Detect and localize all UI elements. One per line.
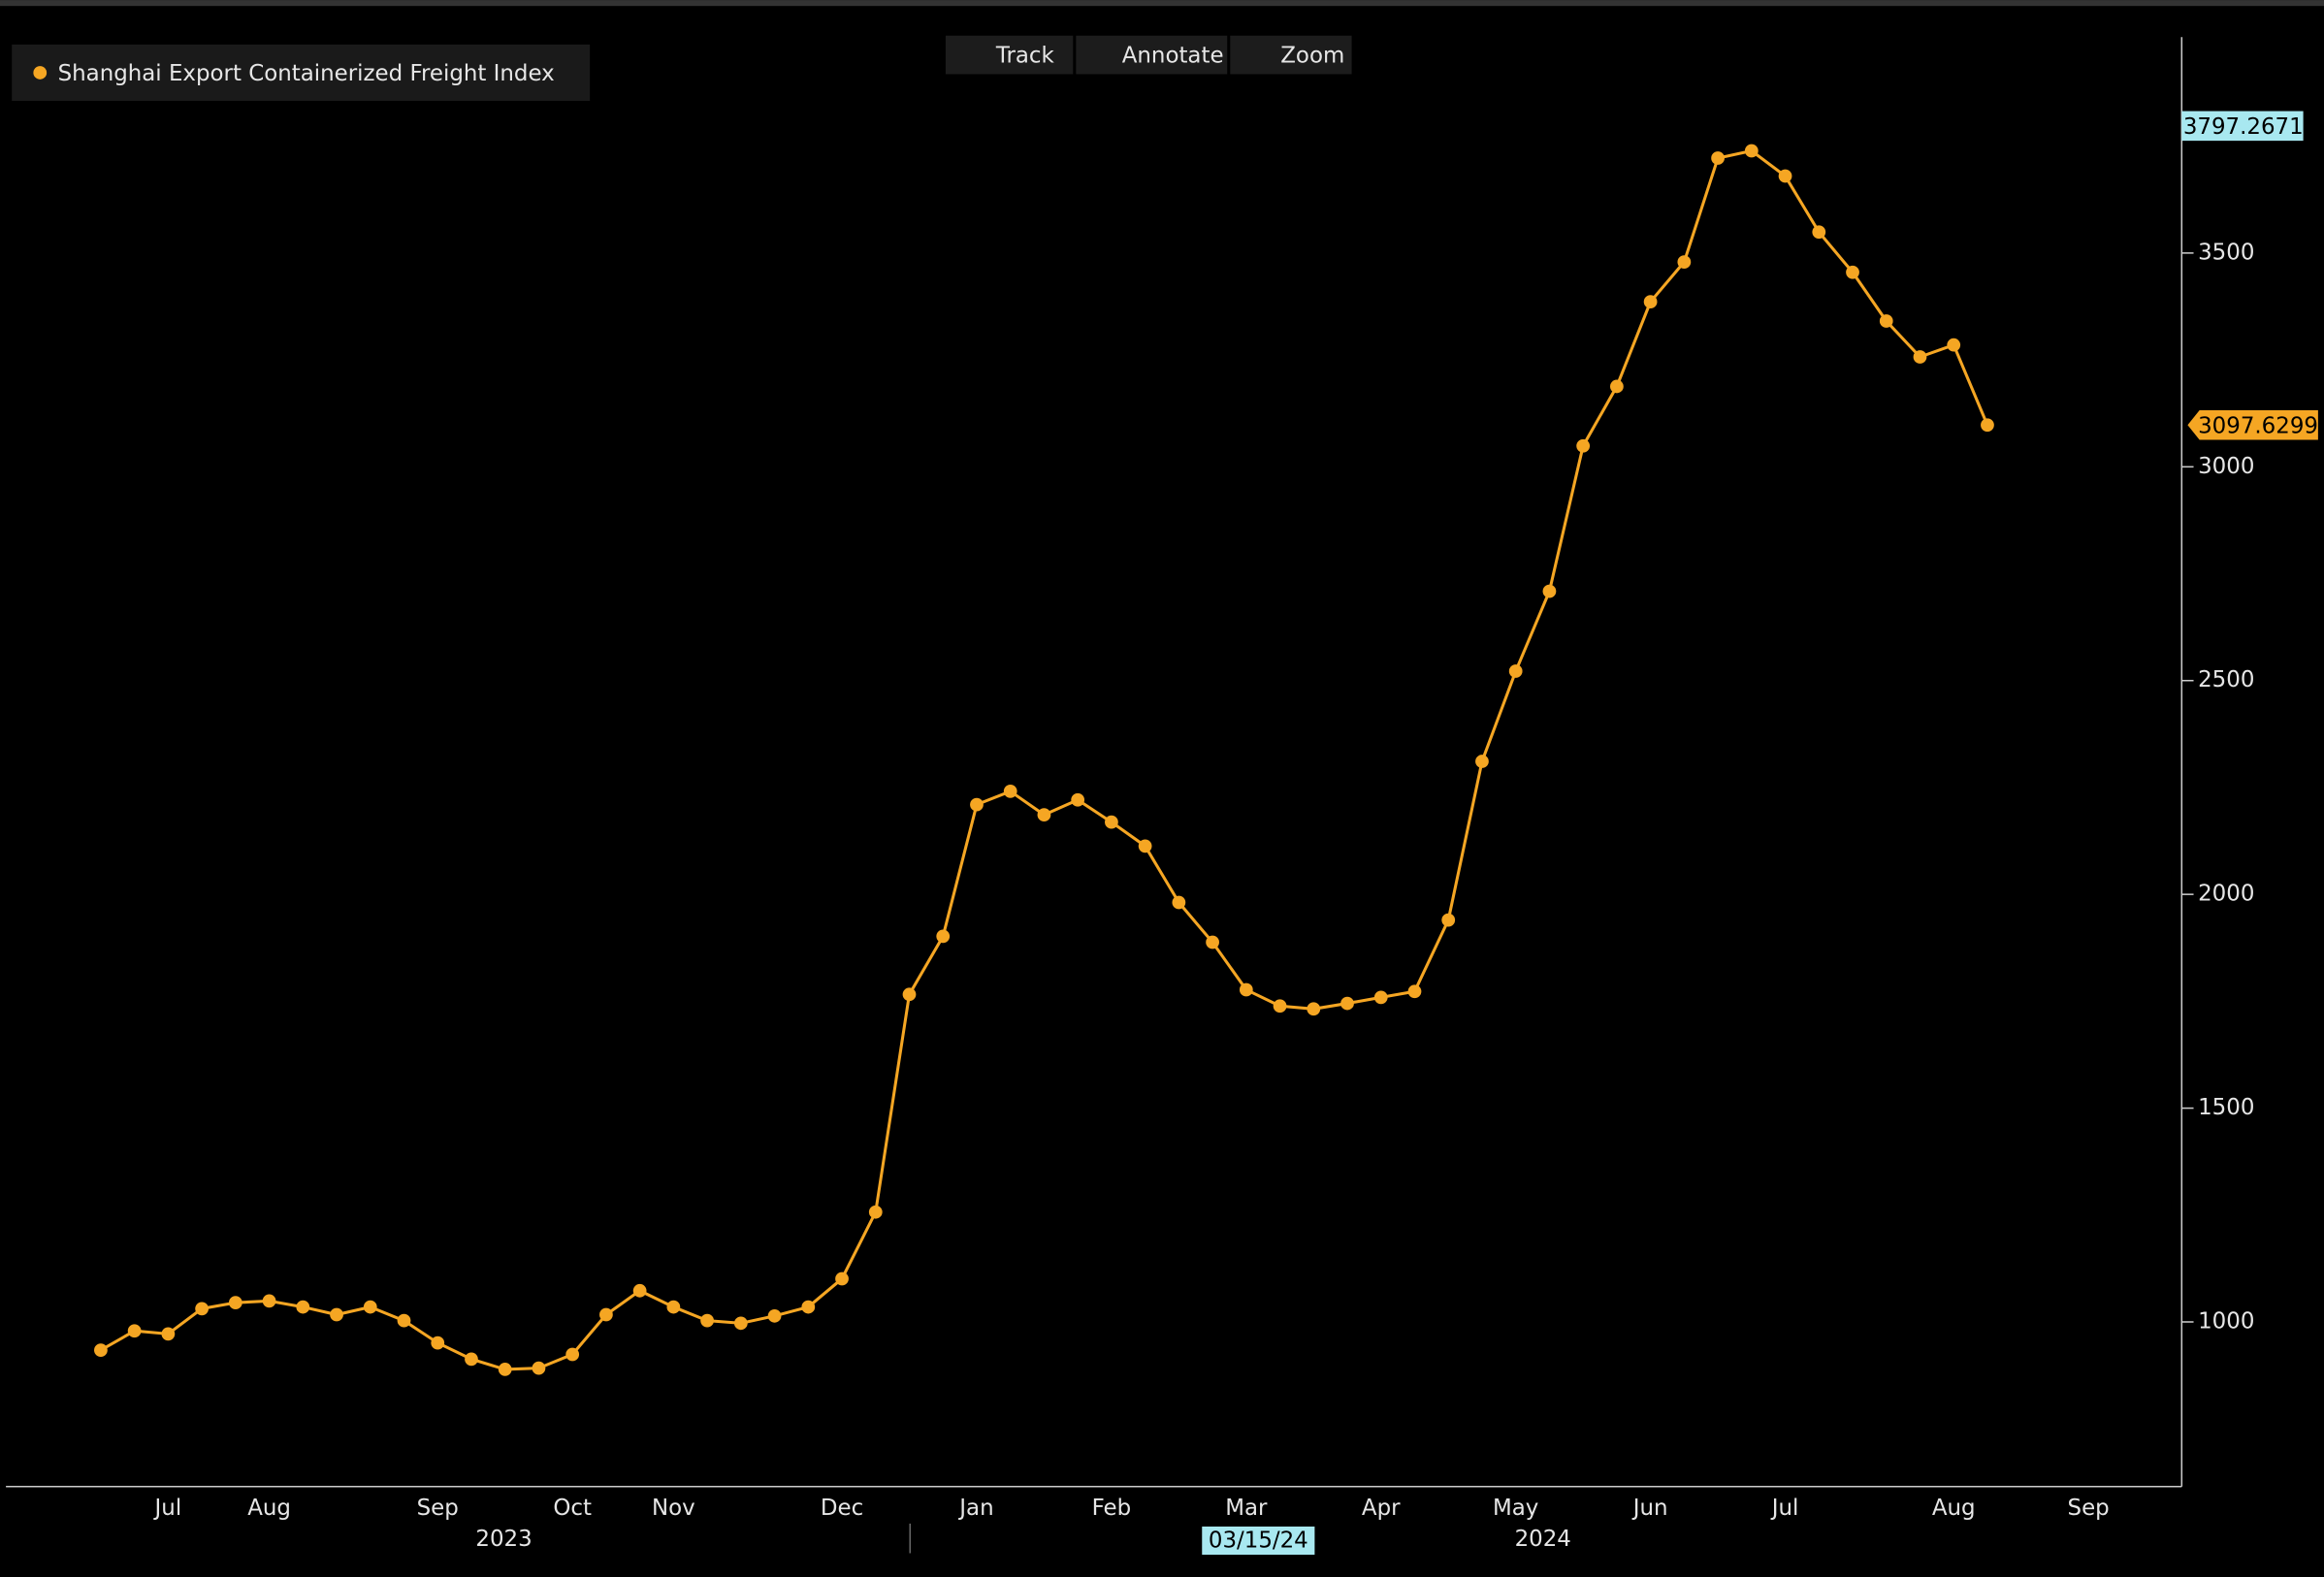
data-point bbox=[565, 1347, 580, 1362]
data-point bbox=[1340, 996, 1354, 1011]
data-point bbox=[296, 1300, 310, 1314]
data-point bbox=[1307, 1002, 1321, 1016]
data-point bbox=[1744, 144, 1759, 158]
data-point bbox=[1037, 808, 1051, 822]
legend bbox=[12, 44, 591, 101]
data-point bbox=[767, 1308, 782, 1323]
data-point bbox=[902, 987, 917, 1002]
data-point bbox=[262, 1294, 276, 1308]
data-point bbox=[363, 1300, 377, 1314]
data-point bbox=[1812, 225, 1826, 240]
year-label: 2023 bbox=[475, 1527, 532, 1552]
data-point bbox=[465, 1352, 478, 1367]
x-tick-label: Jan bbox=[957, 1496, 993, 1521]
x-tick-label: Mar bbox=[1225, 1496, 1268, 1521]
cursor-date: 03/15/24 bbox=[1209, 1529, 1308, 1554]
data-point bbox=[868, 1205, 883, 1219]
top-bar bbox=[0, 0, 2324, 7]
data-point bbox=[970, 797, 984, 812]
zoom-button[interactable] bbox=[1230, 35, 1352, 75]
x-tick-label: May bbox=[1493, 1496, 1538, 1521]
data-point bbox=[632, 1283, 647, 1298]
data-point bbox=[431, 1336, 445, 1350]
data-point bbox=[1879, 314, 1893, 328]
data-point bbox=[599, 1307, 613, 1322]
data-point bbox=[397, 1313, 411, 1328]
data-point bbox=[1947, 338, 1961, 352]
data-point bbox=[1105, 815, 1118, 829]
x-tick-label: Sep bbox=[417, 1496, 459, 1521]
legend-marker bbox=[33, 66, 48, 80]
y-tick-label: 2500 bbox=[2198, 667, 2254, 692]
annotate-button[interactable] bbox=[1076, 35, 1228, 75]
data-point bbox=[532, 1361, 546, 1375]
track-button[interactable] bbox=[945, 35, 1074, 75]
x-tick-label: Aug bbox=[247, 1496, 291, 1521]
data-point bbox=[1206, 935, 1219, 949]
x-tick-label: Jun bbox=[1631, 1496, 1668, 1521]
y-tick-label: 2000 bbox=[2198, 882, 2254, 907]
legend-label: Shanghai Export Containerized Freight In… bbox=[58, 61, 555, 86]
x-tick-label: Jul bbox=[1770, 1496, 1799, 1521]
data-point bbox=[1273, 999, 1287, 1014]
data-point bbox=[1913, 350, 1927, 364]
high-value-tag bbox=[2181, 111, 2304, 142]
data-point bbox=[835, 1271, 849, 1286]
year-label: 2024 bbox=[1515, 1527, 1571, 1552]
data-point bbox=[330, 1307, 343, 1322]
data-point bbox=[195, 1302, 209, 1316]
data-point bbox=[1711, 151, 1725, 165]
data-point bbox=[1610, 379, 1624, 394]
data-point bbox=[1576, 438, 1591, 453]
data-point bbox=[1508, 664, 1523, 678]
x-tick-label: Aug bbox=[1932, 1496, 1976, 1521]
data-point bbox=[1373, 990, 1388, 1005]
data-point bbox=[127, 1324, 142, 1338]
last-value-label: 3097.6299 bbox=[2198, 413, 2318, 438]
data-point bbox=[1441, 913, 1456, 927]
y-tick-label: 3500 bbox=[2198, 240, 2254, 265]
data-point bbox=[666, 1300, 681, 1314]
data-point bbox=[1846, 265, 1859, 279]
data-point bbox=[1542, 584, 1557, 598]
x-tick-label: Dec bbox=[821, 1496, 863, 1521]
cursor-date-box bbox=[1202, 1526, 1315, 1556]
x-tick-label: Oct bbox=[553, 1496, 592, 1521]
data-point bbox=[1071, 792, 1085, 807]
data-point bbox=[700, 1313, 714, 1328]
data-point bbox=[228, 1296, 242, 1310]
data-point bbox=[733, 1316, 748, 1331]
data-point bbox=[498, 1363, 512, 1376]
x-tick-label: Feb bbox=[1092, 1496, 1132, 1521]
toolbar-label: Track bbox=[995, 44, 1055, 69]
data-point bbox=[1172, 895, 1186, 910]
data-point bbox=[1677, 255, 1692, 270]
toolbar-label: Annotate bbox=[1122, 44, 1224, 69]
data-point bbox=[1407, 984, 1422, 999]
data-point bbox=[1138, 839, 1152, 853]
x-tick-label: Apr bbox=[1362, 1496, 1401, 1521]
data-point bbox=[1003, 785, 1017, 798]
y-tick-label: 3000 bbox=[2198, 454, 2254, 479]
data-point bbox=[1778, 169, 1792, 183]
high-value-label: 3797.2671 bbox=[2183, 114, 2304, 140]
data-point bbox=[161, 1327, 176, 1341]
data-point bbox=[936, 929, 951, 944]
x-tick-label: Jul bbox=[153, 1496, 182, 1521]
x-tick-label: Sep bbox=[2068, 1496, 2110, 1521]
data-point bbox=[801, 1300, 816, 1314]
x-tick-label: Nov bbox=[652, 1496, 695, 1521]
toolbar-label: Zoom bbox=[1280, 44, 1344, 69]
data-point bbox=[1981, 418, 1994, 433]
y-tick-label: 1000 bbox=[2198, 1308, 2254, 1334]
y-tick-label: 1500 bbox=[2198, 1095, 2254, 1120]
last-value-tag bbox=[2187, 409, 2318, 440]
data-point bbox=[1643, 295, 1658, 309]
data-point bbox=[94, 1343, 108, 1357]
data-point bbox=[1239, 982, 1253, 997]
data-point bbox=[1475, 755, 1489, 768]
